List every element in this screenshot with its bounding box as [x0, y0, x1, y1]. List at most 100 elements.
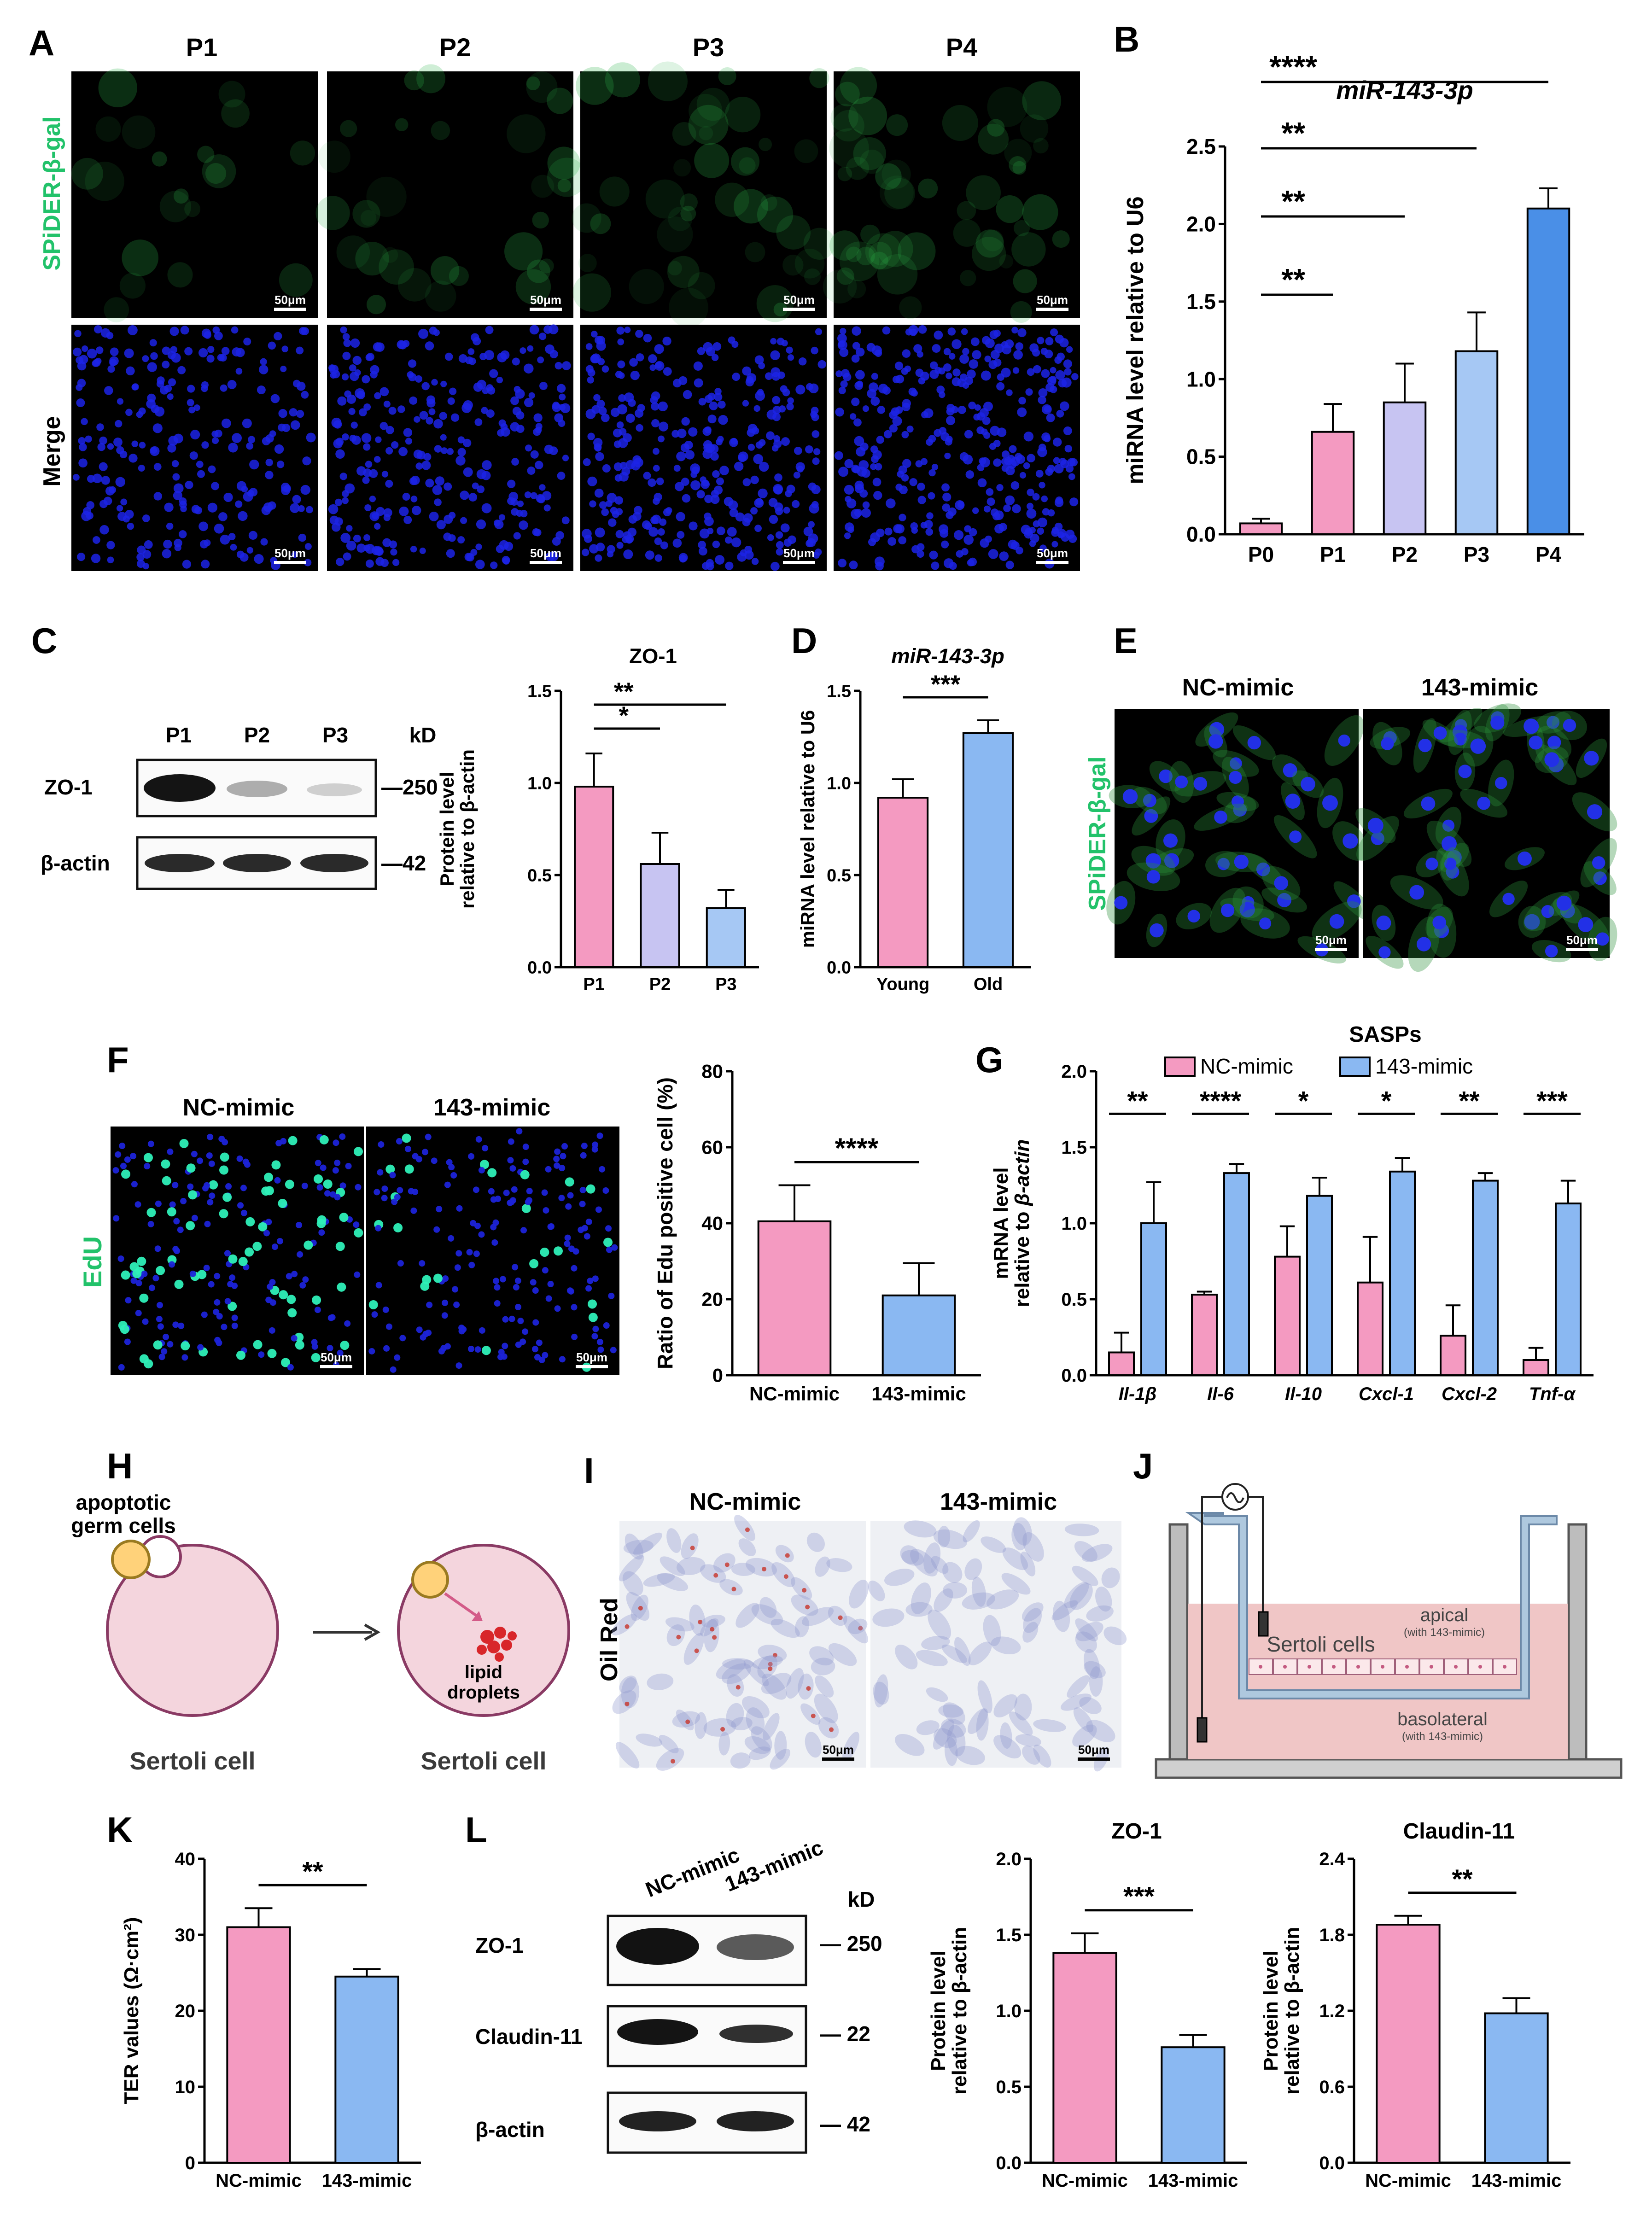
bar — [1239, 522, 1283, 535]
x-tick-label: Old — [974, 975, 1003, 994]
bar — [1140, 1222, 1167, 1376]
x-tick-label: P2 — [649, 975, 671, 994]
sertoli-label-2: Sertoli cell — [420, 1747, 546, 1775]
panel-a-spider-img-2: 50μm — [315, 64, 587, 318]
j-basolateral-sub: (with 143-mimic) — [1402, 1730, 1483, 1743]
panel-a-col-p1: P1 — [186, 33, 218, 62]
y-tick-label: 0.6 — [1319, 2077, 1345, 2097]
y-tick-label: 0.0 — [1061, 1366, 1087, 1386]
sertoli-cell-nucleus — [1259, 1665, 1262, 1669]
bar — [1306, 1195, 1333, 1377]
panel-a-merge-img-1: 50μm — [71, 325, 318, 571]
phago-arrow-head — [472, 1611, 483, 1621]
y-tick-label: 2.4 — [1319, 1849, 1345, 1869]
panel-letter-a: A — [29, 23, 54, 63]
scale-bar-label: 50μm — [274, 293, 306, 307]
panel-a-spider-img-3: 50μm — [572, 61, 835, 327]
panel-e-row: SPiDER-β-gal — [1084, 756, 1111, 911]
panel-f-col-143: 143-mimic — [433, 1094, 550, 1121]
x-tick-label: Il-10 — [1285, 1384, 1322, 1404]
panel-e: NC-mimic 143-mimic SPiDER-β-gal 50μm 50μm — [1084, 674, 1617, 972]
y-tick-label: 40 — [701, 1213, 723, 1234]
y-tick-label: 80 — [701, 1061, 723, 1082]
y-tick-label: 1.8 — [1319, 1925, 1345, 1945]
panel-a-row-spider: SPiDER-β-gal — [39, 116, 65, 270]
panel-a: P1 P2 P3 P4 SPiDER-β-gal Merge 50μm 50μm 5… — [39, 33, 1080, 571]
j-outer-right-wall — [1567, 1523, 1588, 1761]
y-tick-label: 10 — [175, 2077, 196, 2097]
significance-label: ** — [302, 1856, 323, 1886]
panel-i-col-nc: NC-mimic — [689, 1489, 801, 1515]
x-tick-label: Il-6 — [1207, 1384, 1234, 1404]
x-tick-label: P0 — [1248, 543, 1274, 566]
blot-c-zo1-band-p3 — [307, 783, 362, 796]
chart-title: ZO-1 — [1111, 1819, 1162, 1844]
y-tick-label: 0.0 — [1186, 522, 1216, 546]
bar — [1376, 1924, 1441, 2164]
j-sertoli: Sertoli cells — [1267, 1632, 1375, 1656]
chart-k: 0 10 20 30 40 TER values (Ω·cm²) NC-mimic 143-m… — [120, 1849, 421, 2191]
y-tick-label: 0.5 — [827, 866, 851, 885]
blot-c-kd-250: —250 — [381, 775, 438, 799]
y-tick-label: 0 — [185, 2153, 195, 2173]
chart-title: miR-143-3p — [1336, 76, 1473, 105]
blot-l-actin-band-143 — [717, 2111, 794, 2131]
panel-h-schematic: apoptotic germ cells lipid droplets Sertol… — [71, 1490, 570, 1775]
y-tick-label: 1.0 — [1061, 1214, 1087, 1234]
y-axis-label: mRNA levelrelative to β-actin — [990, 1139, 1033, 1308]
significance-label: ** — [1459, 1086, 1480, 1116]
y-tick-label: 20 — [701, 1289, 723, 1310]
panel-i-row: Oil Red — [596, 1598, 623, 1681]
chart-l-claudin: 0.0 0.6 1.2 1.8 2.4 Protein levelrelative to … — [1260, 1819, 1570, 2191]
blot-l-claudin-band-143 — [719, 2025, 793, 2043]
blot-l-row-claudin: Claudin-11 — [475, 2025, 583, 2049]
j-apical-sub: (with 143-mimic) — [1404, 1626, 1485, 1639]
panel-i-nc-img: 50μm — [612, 1515, 869, 1771]
engulfed-germ-cell — [411, 1561, 449, 1599]
panel-f: NC-mimic 143-mimic EdU 50μm 50μm — [78, 1094, 619, 1375]
j-insert — [1185, 1512, 1558, 1699]
electrode-apical — [1258, 1611, 1269, 1637]
bar — [877, 797, 929, 968]
panel-e-col-143: 143-mimic — [1421, 674, 1538, 701]
ac-wave — [1226, 1492, 1244, 1503]
panel-f-row: EdU — [78, 1236, 107, 1288]
y-axis-label: TER values (Ω·cm²) — [120, 1917, 143, 2105]
j-outer-base — [1155, 1758, 1623, 1779]
significance-label: **** — [1269, 50, 1317, 84]
panel-a-row-merge: Merge — [39, 416, 65, 486]
y-tick-label: 0.0 — [527, 958, 552, 977]
y-tick-label: 2.0 — [996, 1849, 1022, 1869]
scale-bar-label: 50μm — [274, 546, 306, 560]
x-tick-label: 143-mimic — [871, 1383, 966, 1405]
scale-bar-label: 50μm — [783, 546, 815, 560]
panel-i-col-143: 143-mimic — [940, 1489, 1057, 1515]
x-tick-label: Cxcl-1 — [1359, 1384, 1414, 1404]
chart-c: 0.0 0.5 1.0 1.5 Protein levelrelative to β-a… — [436, 644, 759, 994]
panel-letter-j: J — [1133, 1446, 1153, 1486]
y-tick-label: 1.0 — [527, 774, 552, 793]
panel-a-merge-img-3: 50μm — [580, 325, 827, 571]
sertoli-cell-nucleus — [1503, 1665, 1506, 1669]
sertoli-cell-nucleus — [1356, 1665, 1360, 1669]
sertoli-cell-nucleus — [1308, 1665, 1311, 1669]
panel-f-143-img: 50μm — [366, 1127, 619, 1375]
chart-title: ZO-1 — [629, 644, 677, 668]
panel-letter-d: D — [791, 620, 817, 661]
y-tick-label: 0.5 — [1061, 1290, 1087, 1310]
panel-e-col-nc: NC-mimic — [1182, 674, 1294, 701]
bar — [1389, 1170, 1416, 1377]
significance-label: ** — [1127, 1086, 1148, 1116]
y-tick-label: 0.0 — [996, 2153, 1022, 2173]
panel-h-germ-label-1: apoptotic germ cells — [71, 1490, 176, 1538]
panel-c-blot: P1 P2 P3 kD ZO-1 β-actin —250 —42 — [41, 723, 438, 890]
significance-label: *** — [1536, 1086, 1568, 1116]
blot-c-lane-p1: P1 — [166, 723, 192, 747]
x-tick-label: P1 — [583, 975, 604, 994]
x-tick-label: P3 — [1464, 543, 1489, 566]
y-tick-label: 0.5 — [996, 2077, 1022, 2097]
lipid-droplets — [477, 1627, 517, 1662]
significance-label: *** — [1123, 1882, 1155, 1912]
scale-bar-label: 50μm — [1037, 293, 1068, 307]
y-tick-label: 2.0 — [1186, 212, 1216, 236]
